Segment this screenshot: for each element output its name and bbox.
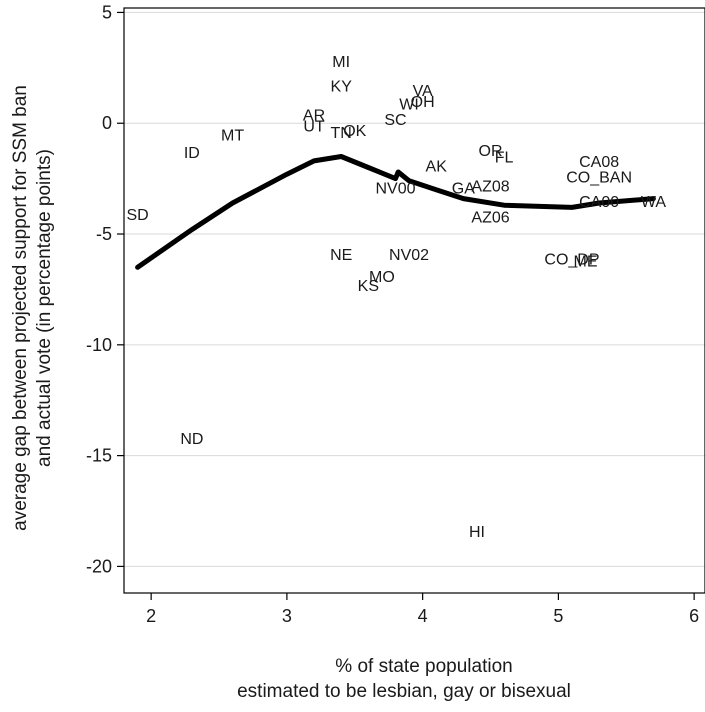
x-tick-label: 3	[282, 606, 292, 626]
point-label-sc: SC	[384, 112, 406, 129]
point-label-ak: AK	[426, 158, 448, 175]
point-label-mt: MT	[221, 127, 244, 144]
point-label-ca00: CA00	[579, 194, 619, 211]
y-tick-label: -5	[96, 224, 112, 244]
point-label-wa: WA	[641, 194, 667, 211]
plot-frame	[123, 7, 705, 594]
point-label-sd: SD	[126, 207, 148, 224]
point-label-me: ME	[574, 254, 598, 271]
point-label-ar: AR	[303, 107, 325, 124]
point-label-ks: KS	[358, 278, 379, 295]
point-label-nv02: NV02	[389, 247, 429, 264]
x-tick-label: 6	[689, 606, 699, 626]
point-label-ne: NE	[330, 247, 352, 264]
smoothed-trend-line	[135, 154, 656, 270]
point-label-co-ban: CO_BAN	[566, 169, 632, 186]
x-axis-title-line-2: estimated to be lesbian, gay or bisexual	[237, 681, 571, 702]
point-label-fl: FL	[495, 149, 514, 166]
point-label-ca08: CA08	[579, 154, 619, 171]
point-label-va: VA	[413, 83, 433, 100]
point-label-hi: HI	[469, 524, 485, 541]
point-label-az06: AZ06	[471, 209, 509, 226]
point-label-ky: KY	[331, 79, 353, 96]
x-axis: 2 3 4 5 6	[146, 593, 699, 626]
y-tick-label: -10	[86, 335, 112, 355]
point-label-mo: MO	[369, 269, 395, 286]
point-label-ga: GA	[452, 180, 475, 197]
point-label-az08: AZ08	[471, 178, 509, 195]
y-tick-label: -20	[86, 556, 112, 576]
y-axis: 5 0 -5 -10 -15 -20	[86, 2, 124, 576]
gridlines	[124, 11, 705, 567]
point-label-nv00: NV00	[375, 180, 415, 197]
point-label-ut: UT	[303, 118, 325, 135]
point-label-ok: OK	[343, 123, 366, 140]
point-label-id: ID	[184, 145, 200, 162]
y-tick-label: 0	[102, 113, 112, 133]
point-label-oh: OH	[411, 94, 435, 111]
point-label-mi: MI	[332, 54, 350, 71]
x-tick-label: 2	[146, 606, 156, 626]
point-label-nd: ND	[180, 431, 203, 448]
point-label-co-dp: CO_DP	[544, 251, 599, 268]
point-label-or: OR	[479, 143, 503, 160]
x-axis-title-line-1: % of state population	[335, 656, 512, 677]
point-label-tn: TN	[331, 125, 352, 142]
x-tick-label: 4	[418, 606, 428, 626]
y-axis-title-line-2: and actual vote (in percentage points)	[34, 149, 55, 467]
y-axis-title-line-1: average gap between projected support fo…	[10, 85, 31, 531]
x-tick-label: 5	[553, 606, 563, 626]
y-tick-label: 5	[102, 2, 112, 22]
point-label-wi: WI	[399, 96, 419, 113]
y-tick-label: -15	[86, 446, 112, 466]
